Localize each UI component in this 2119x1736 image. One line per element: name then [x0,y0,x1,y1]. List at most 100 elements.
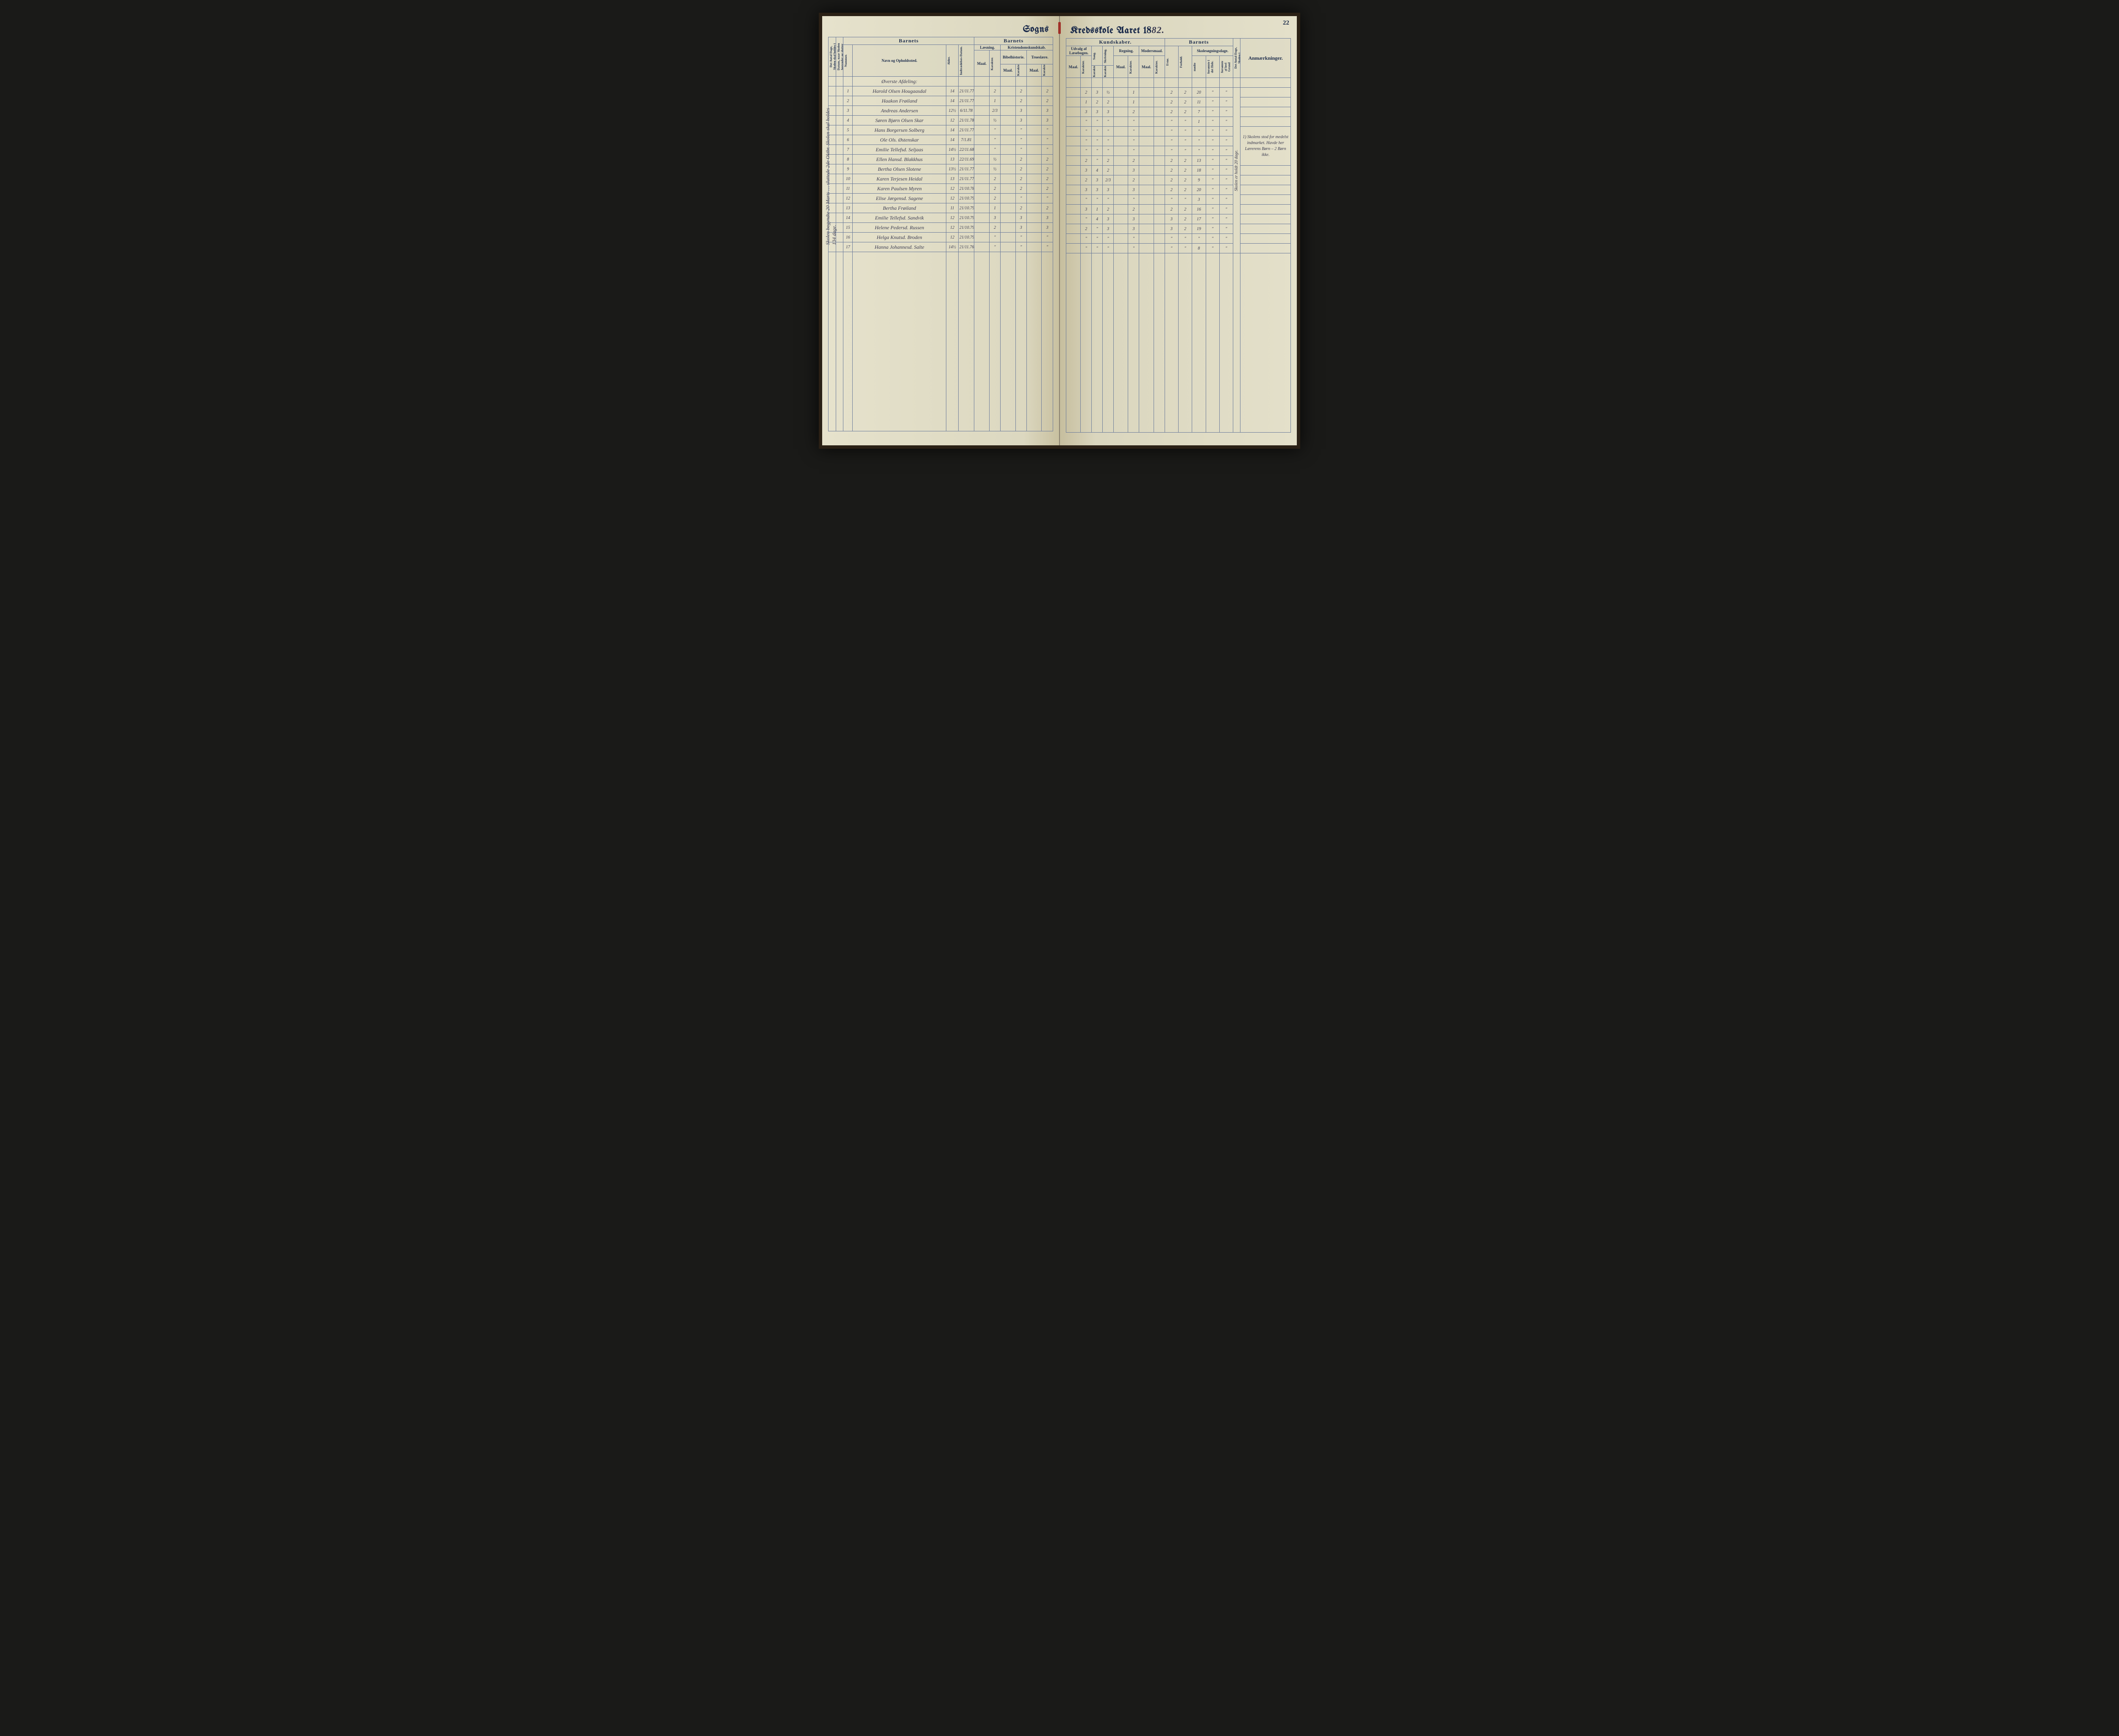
cell-um [1066,234,1081,244]
cell-um [1066,117,1081,127]
cell-ev: 2 [1165,205,1178,214]
cell-tk: " [1042,125,1053,135]
tbody-right: 23½12220""Skolen er holdt 20 dage.122122… [1066,78,1291,433]
table-row: 16Helga Knutsd. Broden1221/10.79""" [829,233,1053,242]
cell-lk: " [989,125,1000,135]
table-row: 2Haakon Frøiland1421/11.77122 [829,96,1053,106]
cell-rm [1113,234,1128,244]
cell-fo: " [1178,136,1192,146]
cell-tm [1027,174,1042,184]
cell-md: 16 [1192,205,1206,214]
cell-num: 11 [843,184,853,194]
cell-ev: 2 [1165,156,1178,166]
cell-uk: " [1081,127,1092,136]
col-dates: Datum, naar Skolen begynder og slutter h… [837,42,843,72]
table-row: "4333217"" [1066,214,1291,224]
cell-tm [1027,203,1042,213]
cell-lm [974,223,989,233]
cell-md: 7 [1192,107,1206,117]
cell-lk: " [989,145,1000,155]
cell-fl: " [1219,195,1233,205]
cell-fo: " [1178,146,1192,156]
cell-name: Emilie Tellefsd. Sandvik [853,213,946,223]
cell-fo: 2 [1178,205,1192,214]
cell-date: 21/11.76 [958,242,974,252]
col-reg-maal: Maal. [1113,56,1128,78]
cell-mmk [1154,127,1165,136]
title-right: Kredsskole Aaret 1882. [1066,25,1291,36]
cell-rm [1113,214,1128,224]
cell-rm [1113,88,1128,97]
cell-date: 21/10.79 [958,223,974,233]
cell-num: 3 [843,106,853,116]
table-row: """"""1"" [1066,117,1291,127]
cell-lk: " [989,233,1000,242]
table-row: 3332227"" [1066,107,1291,117]
head-skriv: Skrivning. [1104,47,1107,64]
cell-age: 12 [946,194,959,203]
cell-mmm [1139,127,1154,136]
cell-rk: 3 [1128,185,1139,195]
cell-tk: 2 [1042,155,1053,164]
cell-skr: 2/3 [1103,175,1114,185]
cell-tk: 2 [1042,96,1053,106]
cell-num: 7 [843,145,853,155]
cell-num: 1 [843,86,853,96]
table-row: 12212211"" [1066,97,1291,107]
cell-uk: 3 [1081,205,1092,214]
cell-name: Emilie Tellefsd. Seljaas [853,145,946,155]
cell-age: 12 [946,213,959,223]
cell-bm [1001,86,1015,96]
cell-bm [1001,233,1015,242]
cell-sang: " [1092,127,1103,136]
cell-fl: " [1219,234,1233,244]
cell-bm [1001,135,1015,145]
cell-skr: " [1103,234,1114,244]
cell-fh: " [1206,166,1219,175]
cell-um [1066,156,1081,166]
cell-md: " [1192,146,1206,156]
col-antal-holdt: Det Antal Dage, Skolen i Virkeligheden e… [1234,43,1240,73]
cell-uk: 2 [1081,156,1092,166]
cell-bm [1001,174,1015,184]
cell-sang: " [1092,117,1103,127]
cell-skr: 3 [1103,185,1114,195]
remarks-note: 1) Skolens stod for medelst indmarket. H… [1240,127,1291,166]
col-mm-kar: Karakter. [1155,59,1158,75]
cell-sang: " [1092,195,1103,205]
cell-lm [974,213,989,223]
cell-bk: 2 [1015,155,1026,164]
cell-fl: " [1219,136,1233,146]
cell-fl: " [1219,117,1233,127]
cell-sang: 1 [1092,205,1103,214]
cell-rm [1113,166,1128,175]
cell-um [1066,166,1081,175]
cell-md: 19 [1192,224,1206,234]
cell-lm [974,233,989,242]
cell-rm [1113,117,1128,127]
col-bib-kar: Karakter. [1017,65,1020,76]
cell-rm [1113,244,1128,253]
cell-fh: " [1206,195,1219,205]
cell-sang: " [1092,234,1103,244]
cell-fl: " [1219,156,1233,166]
cell-date: 22/11.68 [958,145,974,155]
col-forhold: Forhold. [1179,47,1183,77]
cell-um [1066,175,1081,185]
desk-background: Skolen begyndte 20 Marts … sluttede 2de … [0,0,2119,1736]
cell-bm [1001,194,1015,203]
cell-rm [1113,136,1128,146]
cell-fh: " [1206,97,1219,107]
cell-lm [974,155,989,164]
cell-mmk [1154,214,1165,224]
table-row: 8Ellen Hansd. Blakkhus1322/11.69½22 [829,155,1053,164]
cell-mmk [1154,224,1165,234]
cell-lk: 2 [989,223,1000,233]
cell-age: 14 [946,86,959,96]
cell-tk: " [1042,242,1053,252]
cell-date: 21/10.79 [958,194,974,203]
cell-bm [1001,125,1015,135]
left-margin-note: Skolen begyndte 20 Marts … sluttede 2de … [825,101,837,245]
cell-tm [1027,155,1042,164]
cell-tk: 2 [1042,164,1053,174]
